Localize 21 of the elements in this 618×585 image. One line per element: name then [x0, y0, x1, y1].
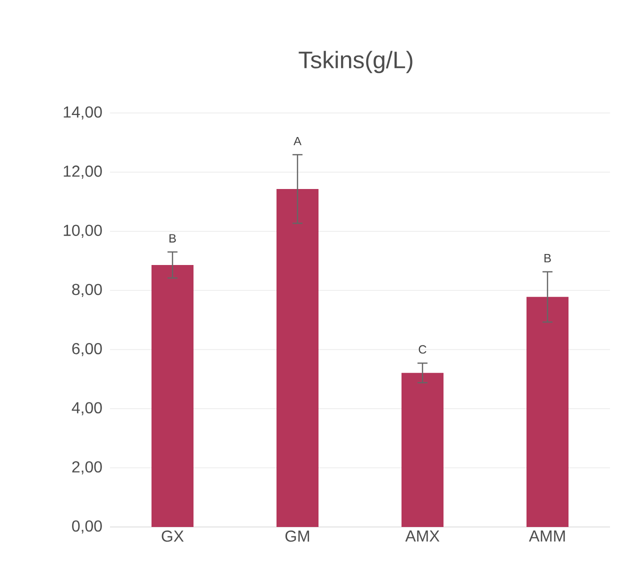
y-tick-label: 12,00 — [64, 166, 102, 179]
y-tick-label: 2,00 — [72, 461, 102, 474]
annotation: C — [418, 345, 426, 354]
chart-title: Tskins(g/L) — [298, 50, 412, 74]
x-tick-label: GX — [162, 530, 184, 542]
y-tick-label: 8,00 — [72, 284, 102, 297]
y-tick-label: 4,00 — [72, 402, 102, 416]
annotation: A — [294, 136, 302, 146]
y-tick-label: 10,00 — [64, 224, 102, 238]
y-tick-label: 14,00 — [64, 106, 102, 120]
x-tick-label: GM — [285, 530, 310, 542]
bar — [152, 264, 194, 527]
bar — [276, 188, 319, 527]
x-tick-label: AMX — [405, 530, 440, 542]
x-tick-label: AMM — [528, 530, 565, 542]
bar — [526, 296, 569, 527]
bar — [402, 372, 444, 527]
annotation: B — [170, 234, 176, 242]
annotation: B — [544, 254, 551, 262]
y-tick-label: 0,00 — [72, 520, 102, 534]
y-tick-label: 6,00 — [72, 342, 102, 356]
